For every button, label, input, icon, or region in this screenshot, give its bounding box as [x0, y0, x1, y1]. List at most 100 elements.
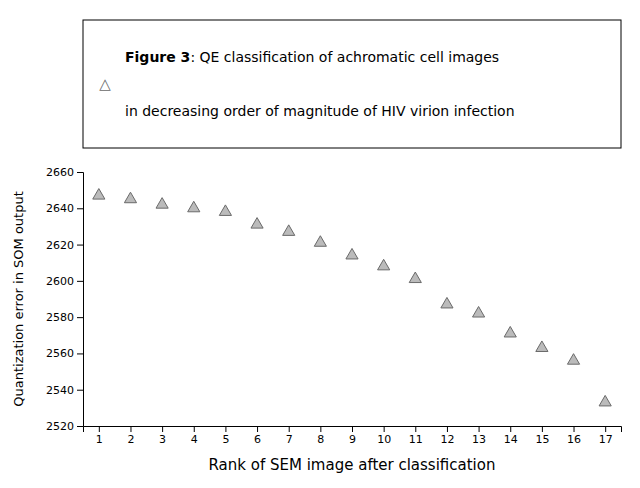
tick: 2640	[46, 202, 83, 215]
tick: 2660	[46, 166, 83, 179]
point	[378, 259, 390, 270]
tick-mark	[130, 426, 131, 432]
tick: 2	[127, 426, 134, 446]
tick-label: 2540	[46, 384, 74, 397]
tick-label: 10	[377, 433, 391, 446]
point	[251, 218, 263, 229]
tick-mark	[415, 426, 416, 432]
tick-mark	[384, 426, 385, 432]
tick-label: 2640	[46, 202, 74, 215]
tick-mark	[352, 426, 353, 432]
tick-mark	[99, 426, 100, 432]
tick: 7	[286, 426, 293, 446]
tick: 17	[599, 426, 613, 446]
point	[504, 326, 516, 337]
tick-mark	[542, 426, 543, 432]
caption-bold: Figure 3	[125, 49, 190, 65]
point	[124, 192, 136, 203]
tick: 10	[377, 426, 391, 446]
tick-mark	[77, 208, 83, 209]
tick-label: 15	[535, 433, 549, 446]
tick-mark	[574, 426, 575, 432]
tick-mark	[77, 281, 83, 282]
axis-line	[77, 173, 84, 427]
point	[156, 198, 168, 209]
tick: 5	[222, 426, 229, 446]
tick: 14	[504, 426, 518, 446]
tick: 2600	[46, 275, 83, 288]
tick-label: 2580	[46, 311, 74, 324]
tick: 9	[349, 426, 356, 446]
tick-mark	[162, 426, 163, 432]
tick-label: 8	[317, 433, 324, 446]
points	[93, 189, 612, 406]
x-axis: 1234567891011121314151617	[84, 426, 622, 446]
point	[219, 205, 231, 216]
tick-label: 4	[191, 433, 198, 446]
tick: 2540	[46, 384, 83, 397]
point	[567, 354, 579, 365]
tick: 2520	[46, 420, 83, 433]
tick-mark	[194, 426, 195, 432]
tick-mark	[289, 426, 290, 432]
tick-mark	[77, 245, 83, 246]
caption-symbol: △	[99, 75, 111, 93]
plot: 1234567891011121314151617252025402560258…	[11, 166, 622, 474]
tick-label: 1	[96, 433, 103, 446]
tick: 12	[440, 426, 454, 446]
tick-mark	[479, 426, 480, 432]
tick-label: 11	[409, 433, 423, 446]
axis-line	[84, 427, 622, 433]
y-axis-title: Quantization error in SOM output	[11, 191, 26, 407]
tick-mark	[447, 426, 448, 432]
tick-mark	[77, 390, 83, 391]
tick-label: 12	[440, 433, 454, 446]
tick-mark	[320, 426, 321, 432]
tick-label: 2560	[46, 347, 74, 360]
tick: 4	[191, 426, 198, 446]
tick-label: 7	[286, 433, 293, 446]
caption-text: : QE classification of achromatic cell i…	[190, 49, 499, 65]
tick: 3	[159, 426, 166, 446]
tick: 11	[409, 426, 423, 446]
tick-mark	[77, 426, 83, 427]
tick: 2560	[46, 347, 83, 360]
tick-label: 2620	[46, 239, 74, 252]
x-axis-title: Rank of SEM image after classification	[209, 456, 496, 474]
tick-label: 16	[567, 433, 581, 446]
tick-label: 6	[254, 433, 261, 446]
tick-label: 2520	[46, 420, 74, 433]
tick-label: 9	[349, 433, 356, 446]
tick-mark	[77, 172, 83, 173]
point	[93, 189, 105, 200]
tick-mark	[77, 353, 83, 354]
tick-label: 13	[472, 433, 486, 446]
tick: 16	[567, 426, 581, 446]
caption-frame	[83, 20, 621, 148]
point	[283, 225, 295, 236]
point	[188, 201, 200, 212]
tick-mark	[257, 426, 258, 432]
point	[473, 306, 485, 317]
tick-label: 17	[599, 433, 613, 446]
point	[314, 236, 326, 247]
chart: △ Figure 3: QE classification of achromat…	[0, 0, 640, 488]
tick-label: 2	[127, 433, 134, 446]
tick-mark	[77, 317, 83, 318]
tick: 1	[96, 426, 103, 446]
tick: 8	[317, 426, 324, 446]
point	[536, 341, 548, 352]
tick: 15	[535, 426, 549, 446]
point	[409, 272, 421, 283]
tick-label: 14	[504, 433, 518, 446]
point	[599, 395, 611, 406]
tick: 13	[472, 426, 486, 446]
caption-text: in decreasing order of magnitude of HIV …	[125, 103, 515, 119]
tick-mark	[605, 426, 606, 432]
y-axis: 2520 2540 2560 2580 2600 2620 2640 2660	[46, 166, 84, 433]
tick-label: 2660	[46, 166, 74, 179]
point	[441, 297, 453, 308]
tick-label: 3	[159, 433, 166, 446]
tick-mark	[510, 426, 511, 432]
caption-box: △ Figure 3: QE classification of achromat…	[83, 20, 621, 148]
